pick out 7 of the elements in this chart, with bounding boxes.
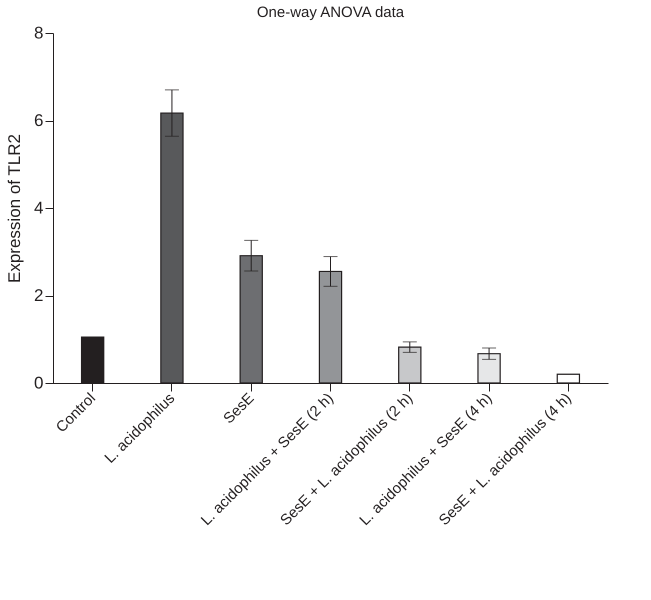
y-tick-label: 2: [34, 286, 44, 305]
chart-title: One-way ANOVA data: [256, 4, 405, 21]
y-tick-label: 0: [34, 374, 44, 392]
y-tick-label: 6: [34, 111, 44, 130]
y-axis-title: Expression of TLR2: [5, 134, 24, 283]
y-tick-label: 4: [34, 198, 44, 218]
y-tick-label: 8: [34, 24, 44, 42]
